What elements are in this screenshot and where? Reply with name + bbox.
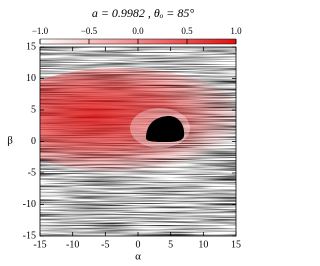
y-tick-label: 0 xyxy=(31,136,36,147)
y-tick-label: 10 xyxy=(26,73,36,84)
chart-title: a = 0.9982 , θₒ = 85° xyxy=(92,6,195,20)
colorbar-tick-label: 1.0 xyxy=(230,26,242,36)
colorbar-tick-label: 0.5 xyxy=(181,26,193,36)
x-tick-label: -15 xyxy=(33,239,46,250)
y-tick-label: 15 xyxy=(26,41,36,52)
colorbar-tick-label: −0.5 xyxy=(81,26,98,36)
x-tick-label: 5 xyxy=(168,239,173,250)
image xyxy=(40,47,236,236)
y-axis-label: β xyxy=(7,135,13,147)
colorbar-tick-label: 0.0 xyxy=(132,26,144,36)
x-axis-label: α xyxy=(135,251,141,263)
chart: a = 0.9982 , θₒ = 85° α β −1.0 −0.5 0.0 0.5… xyxy=(7,6,242,263)
y-tick-label: 5 xyxy=(31,104,36,115)
x-tick-label: 0 xyxy=(136,239,141,250)
x-tick-label: 15 xyxy=(231,239,241,250)
y-tick-label: -10 xyxy=(23,199,36,210)
x-tick-label: -10 xyxy=(66,239,79,250)
x-tick-label: -5 xyxy=(101,239,109,250)
y-tick-label: -5 xyxy=(28,167,36,178)
colorbar-tick-label: −1.0 xyxy=(32,26,49,36)
y-tick-label: -15 xyxy=(23,230,36,241)
x-tick-label: 10 xyxy=(198,239,208,250)
